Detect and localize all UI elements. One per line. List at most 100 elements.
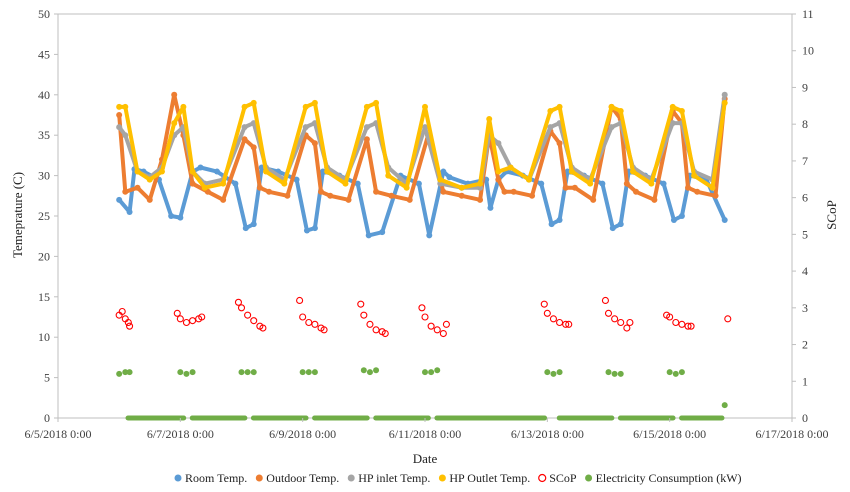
- data-point: [126, 322, 134, 330]
- data-point: [549, 315, 558, 323]
- data-point: [504, 415, 529, 421]
- y-right-tick-label: 10: [802, 44, 814, 58]
- data-point: [601, 296, 609, 305]
- data-point: [547, 107, 554, 114]
- data-point: [189, 168, 196, 175]
- data-point: [122, 369, 129, 376]
- data-point: [633, 188, 640, 195]
- data-point: [605, 369, 612, 376]
- data-point: [422, 369, 428, 376]
- y-right-tick-label: 9: [802, 80, 808, 94]
- data-point: [651, 415, 676, 421]
- data-point: [599, 180, 606, 187]
- data-point: [303, 227, 310, 234]
- data-point: [363, 103, 370, 110]
- series-layer: [115, 91, 732, 421]
- y-left-tick-label: 45: [38, 47, 50, 61]
- data-point: [694, 188, 701, 195]
- data-point: [124, 318, 132, 327]
- data-point: [406, 415, 431, 421]
- data-point: [587, 180, 594, 187]
- legend-label: HP Outlet Temp.: [449, 471, 530, 485]
- y-right-tick-label: 1: [802, 374, 808, 388]
- data-point: [122, 132, 129, 139]
- x-tick-label: 6/17/2018 0:00: [755, 427, 828, 441]
- data-point: [158, 168, 165, 175]
- data-point: [495, 140, 502, 147]
- legend-item: HP inlet Temp.: [347, 471, 430, 485]
- data-point: [259, 324, 267, 332]
- data-point: [556, 217, 563, 224]
- y-right-tick-label: 5: [802, 227, 808, 241]
- legend-label: HP inlet Temp.: [358, 471, 430, 485]
- data-point: [608, 124, 615, 131]
- data-point: [242, 225, 249, 232]
- data-point: [564, 168, 571, 175]
- data-point: [543, 309, 551, 317]
- data-point: [507, 164, 514, 171]
- data-point: [685, 184, 692, 191]
- legend-item: HP Outlet Temp.: [438, 471, 530, 485]
- data-point: [669, 120, 676, 127]
- data-point: [116, 112, 123, 118]
- data-point: [256, 184, 263, 191]
- data-point: [284, 192, 291, 199]
- data-point: [678, 320, 686, 328]
- x-tick-label: 6/11/2018 0:00: [389, 427, 462, 441]
- y-right-tick-label: 4: [802, 264, 808, 278]
- data-point: [590, 196, 597, 203]
- data-point: [266, 188, 273, 195]
- data-point: [700, 415, 725, 421]
- legend-label: SCoP: [549, 471, 577, 485]
- data-point: [406, 196, 413, 203]
- data-point: [629, 168, 636, 175]
- data-point: [250, 99, 257, 106]
- y-right-tick-label: 3: [802, 301, 808, 315]
- data-point: [540, 300, 548, 308]
- data-point: [648, 180, 655, 187]
- data-point: [126, 369, 133, 376]
- data-point: [220, 196, 227, 203]
- data-point: [220, 180, 227, 187]
- series-hp-outlet-temp-: [116, 99, 728, 191]
- data-point: [237, 304, 246, 312]
- legend-marker: [347, 474, 355, 482]
- data-point: [305, 369, 312, 376]
- data-point: [238, 369, 245, 376]
- y-left-tick-label: 10: [38, 330, 50, 344]
- data-point: [177, 214, 184, 221]
- data-point: [183, 370, 190, 377]
- data-point: [296, 296, 304, 305]
- series-scop: [115, 296, 732, 338]
- data-point: [388, 192, 395, 199]
- data-point: [611, 370, 618, 377]
- data-point: [293, 176, 300, 183]
- series-electricity-consumption-kw-: [116, 367, 728, 421]
- data-point: [590, 415, 615, 421]
- data-point: [623, 180, 630, 187]
- y-right-tick-label: 0: [802, 411, 808, 425]
- legend-marker: [585, 474, 593, 482]
- data-point: [284, 415, 309, 421]
- data-point: [442, 320, 450, 328]
- y-left-tick-label: 5: [44, 371, 50, 385]
- legend-label: Room Temp.: [185, 471, 247, 485]
- data-point: [608, 103, 615, 110]
- data-point: [421, 313, 429, 321]
- data-point: [354, 180, 361, 187]
- data-point: [721, 91, 728, 98]
- data-point: [724, 315, 732, 323]
- data-point: [487, 204, 494, 211]
- data-point: [189, 369, 196, 376]
- data-point: [250, 144, 257, 151]
- data-point: [691, 172, 698, 179]
- data-point: [342, 180, 349, 187]
- data-point: [428, 369, 435, 376]
- data-point: [556, 103, 563, 110]
- data-point: [556, 140, 563, 147]
- data-point: [305, 318, 313, 327]
- data-point: [437, 176, 444, 183]
- data-point: [422, 124, 428, 131]
